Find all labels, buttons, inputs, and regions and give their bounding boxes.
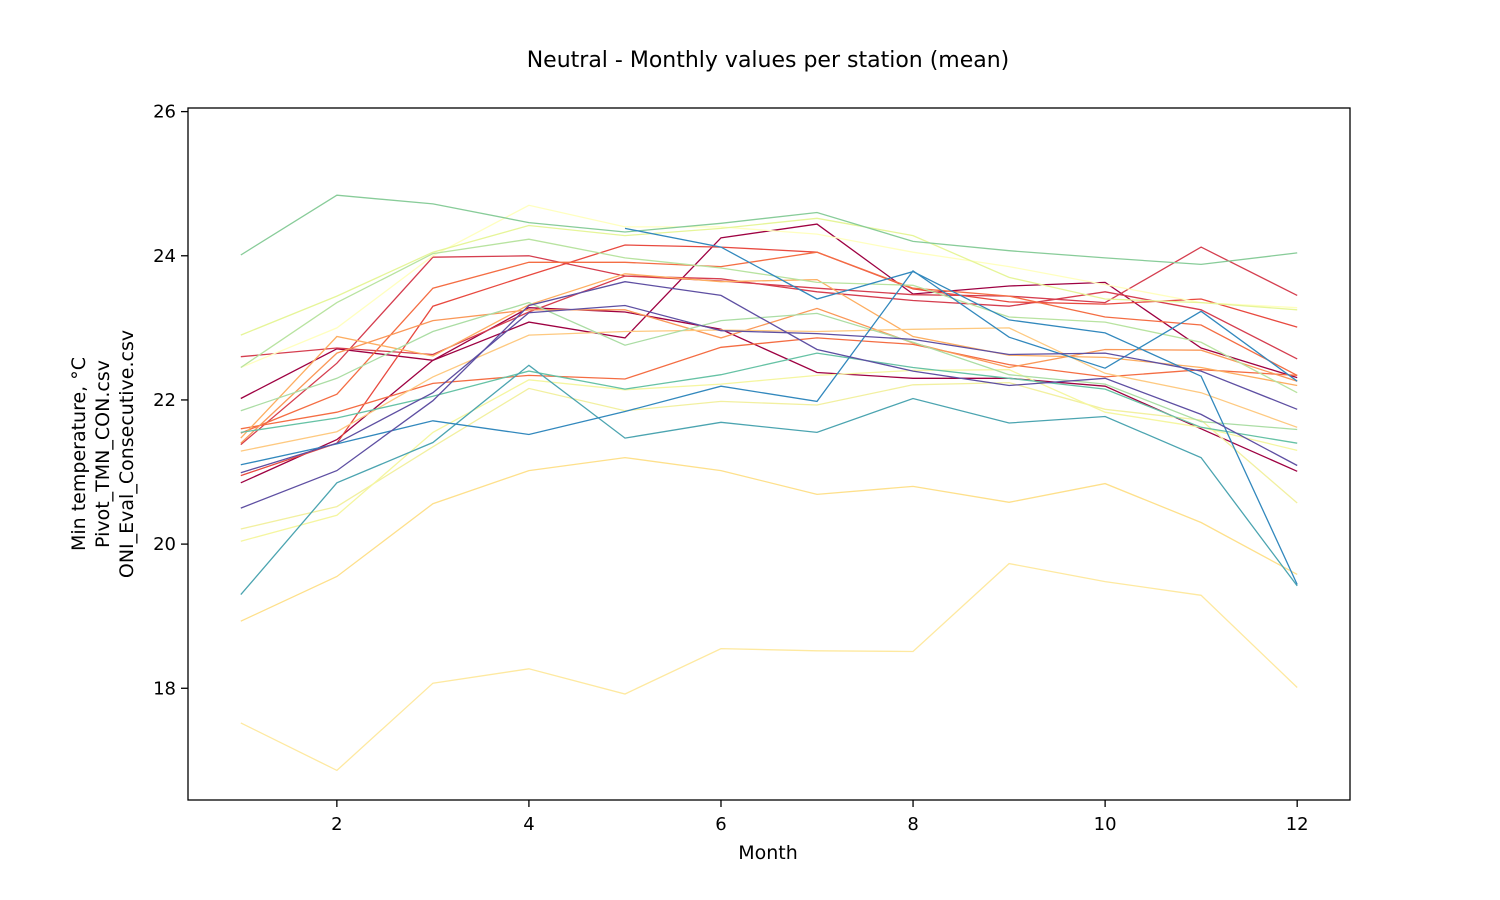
series-line-3 (240, 246, 1298, 358)
y-axis-label-line-2: Pivot_TMN_CON.csv (92, 360, 114, 548)
series-line-15 (240, 204, 1298, 369)
y-tick-label: 24 (153, 246, 176, 267)
x-axis-label: Month (738, 842, 798, 864)
series-line-10 (240, 327, 1298, 452)
series-line-13 (240, 381, 1298, 530)
x-axis-ticks: 2 4 6 8 10 12 (331, 800, 1309, 835)
series-line-5 (240, 244, 1298, 477)
plot-frame (187, 107, 1351, 801)
y-axis-ticks: 18 20 22 24 26 (153, 102, 188, 699)
chart-title: Neutral - Monthly values per station (me… (527, 48, 1010, 73)
series-layer (240, 194, 1298, 772)
series-line-7 (240, 251, 1298, 434)
series-line-25 (240, 281, 1298, 509)
y-tick-label: 26 (153, 102, 176, 123)
y-tick-label: 22 (153, 390, 176, 411)
x-tick-label: 6 (715, 814, 726, 835)
series-line-2 (240, 307, 1298, 484)
series-line-16 (240, 217, 1298, 336)
x-tick-label: 4 (523, 814, 534, 835)
y-tick-label: 20 (153, 534, 176, 555)
series-line-19 (240, 194, 1298, 266)
series-line-23 (624, 227, 1298, 585)
y-axis-label-line-1: Min temperature, °C (68, 357, 90, 551)
x-tick-label: 2 (331, 814, 342, 835)
series-line-22 (240, 270, 1298, 466)
series-line-12 (240, 562, 1298, 772)
x-tick-label: 12 (1286, 814, 1309, 835)
series-line-11 (240, 456, 1298, 622)
y-tick-label: 18 (153, 678, 176, 699)
series-line-17 (240, 238, 1298, 394)
x-tick-label: 8 (907, 814, 918, 835)
series-line-4 (240, 255, 1298, 446)
x-tick-label: 10 (1094, 814, 1117, 835)
y-axis-label-line-3: ONI_Eval_Consecutive.csv (116, 330, 138, 578)
series-line-18 (240, 301, 1298, 431)
series-line-21 (240, 364, 1298, 596)
series-line-14 (240, 369, 1298, 542)
y-axis-label: Min temperature, °C Pivot_TMN_CON.csv ON… (68, 330, 138, 578)
series-line-20 (240, 352, 1298, 444)
series-line-6 (240, 337, 1298, 430)
series-line-24 (240, 304, 1298, 474)
